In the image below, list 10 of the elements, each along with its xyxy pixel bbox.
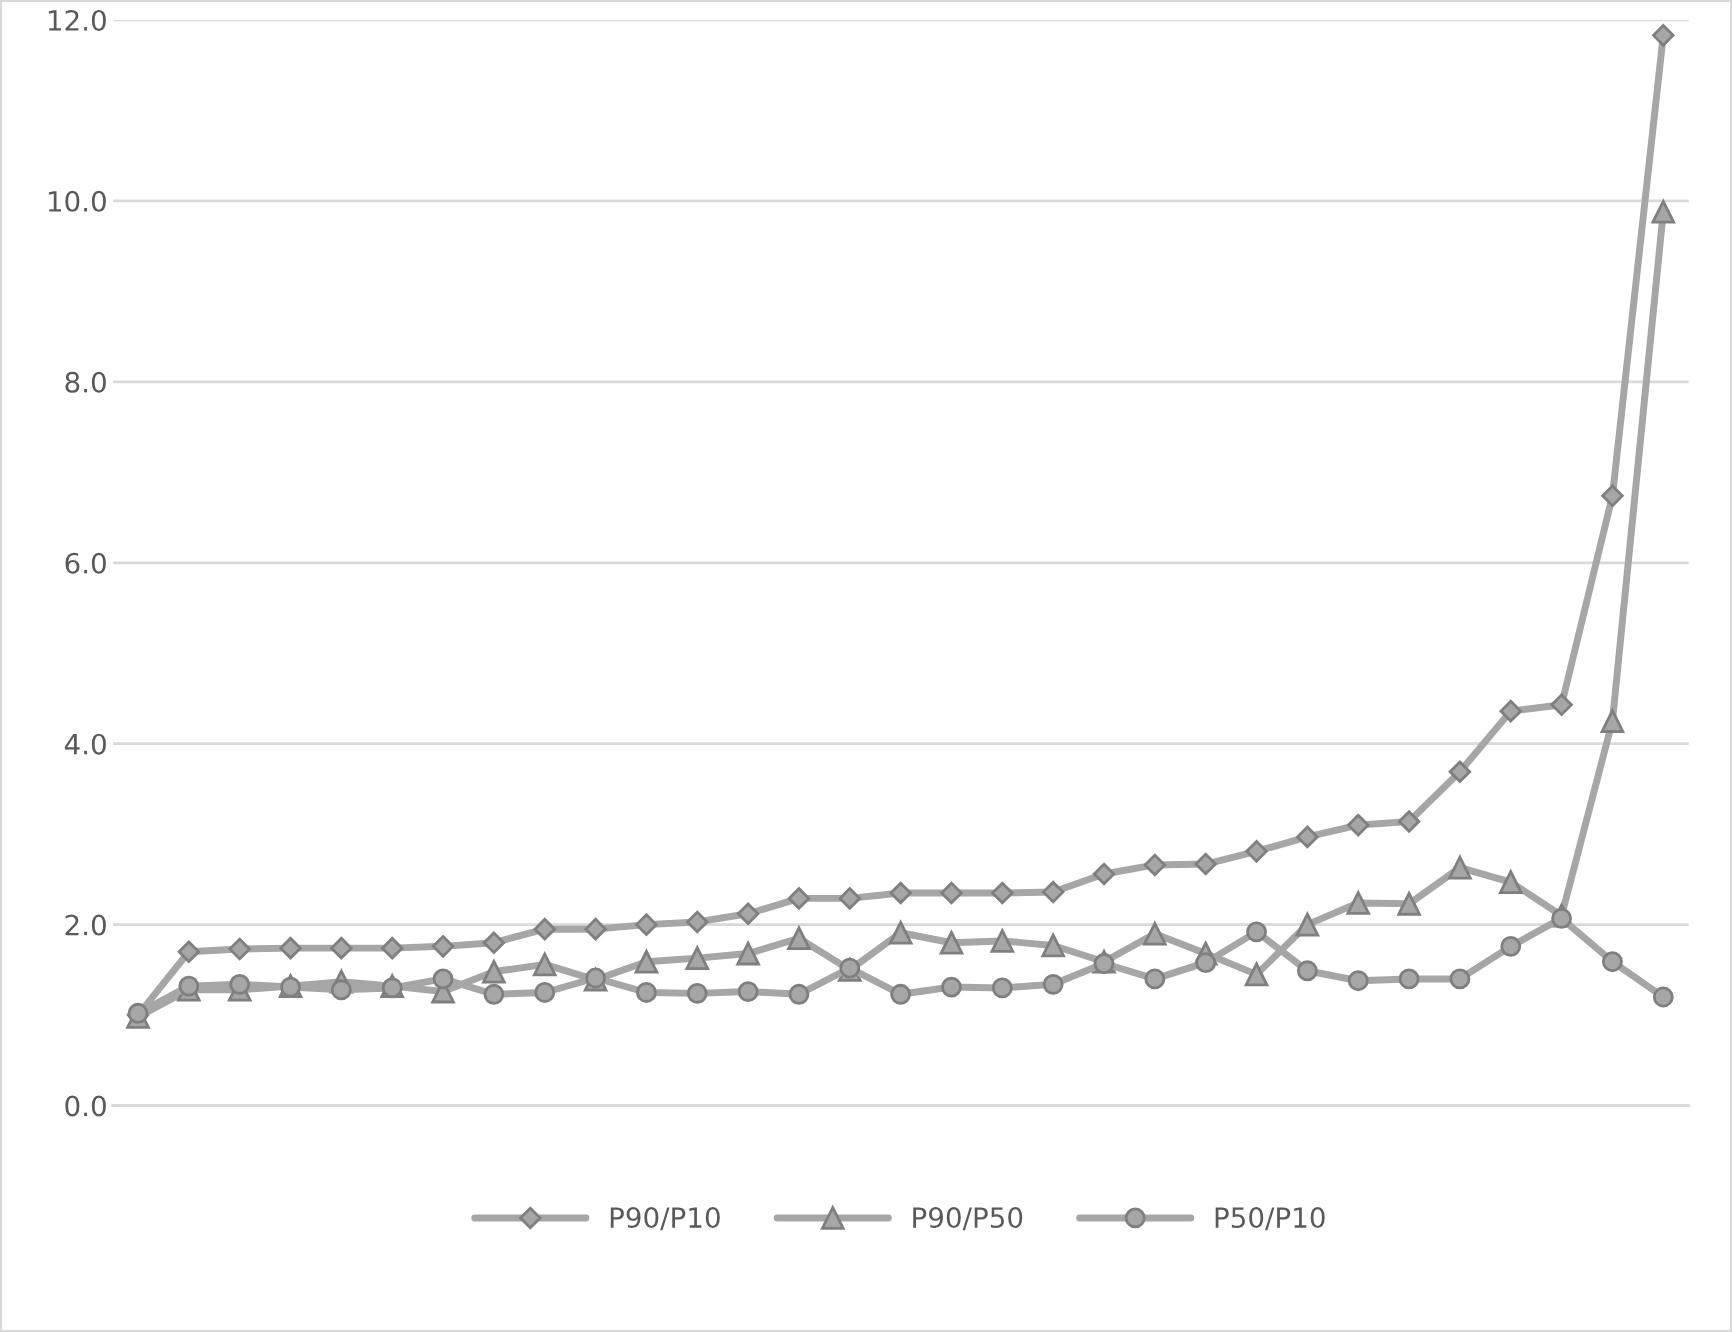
y-tick-label: 12.0 — [48, 9, 106, 31]
legend-label: P90/P10 — [610, 1207, 720, 1231]
y-tick-label: 6.0 — [65, 552, 106, 574]
legend-label: P50/P10 — [1215, 1207, 1325, 1231]
legend-label: P90/P50 — [913, 1207, 1023, 1231]
y-tick-label: 4.0 — [64, 733, 106, 755]
y-tick-label: 2.0 — [65, 914, 106, 936]
y-tick-label: 0.0 — [65, 1095, 106, 1117]
y-tick-label: 8.0 — [65, 371, 106, 393]
y-tick-label: 10.0 — [48, 190, 106, 212]
